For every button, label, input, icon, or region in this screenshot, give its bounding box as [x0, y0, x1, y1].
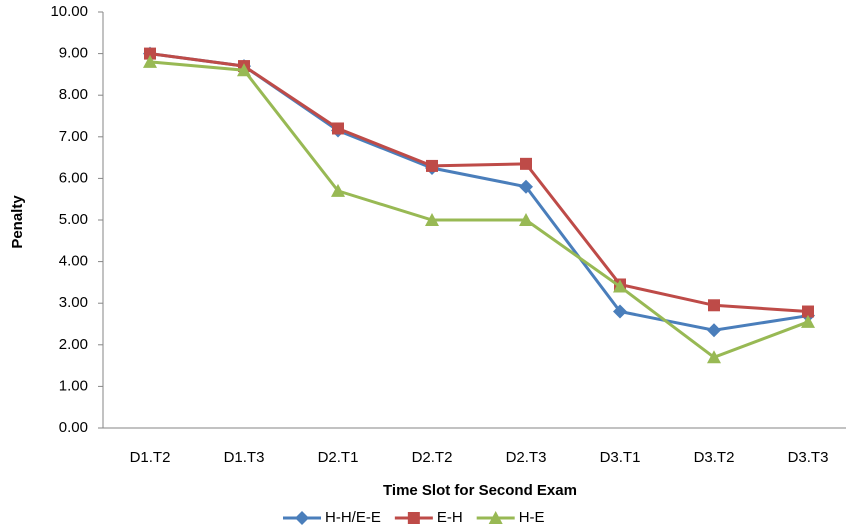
legend-marker [488, 511, 503, 524]
data-point [519, 213, 533, 226]
y-tick-label: 8.00 [59, 86, 88, 103]
x-tick-label: D2.T2 [412, 449, 453, 466]
y-tick-label: 2.00 [59, 336, 88, 353]
data-point [426, 159, 438, 172]
data-point [332, 122, 344, 135]
data-point [801, 314, 815, 328]
legend-marker [295, 511, 309, 525]
data-point [519, 179, 533, 194]
x-tick-label: D1.T3 [224, 449, 265, 466]
y-tick-label: 6.00 [59, 169, 88, 186]
data-point [707, 323, 721, 338]
y-tick-label: 4.00 [59, 253, 88, 270]
series-line [149, 60, 809, 359]
data-point [425, 213, 439, 226]
series-line [149, 52, 809, 332]
data-point [613, 304, 627, 319]
data-point [143, 54, 157, 68]
data-point [708, 299, 720, 312]
data-point [707, 350, 721, 364]
data-point [331, 183, 345, 197]
data-point [144, 47, 156, 60]
y-tick-label: 7.00 [59, 128, 88, 145]
data-point [802, 305, 814, 318]
data-point [520, 157, 532, 170]
y-axis-title: Penalty [9, 195, 26, 249]
x-tick-label: D1.T2 [130, 449, 171, 466]
data-point [237, 63, 251, 77]
legend-label: H-E [519, 509, 545, 526]
x-tick-label: D2.T1 [318, 449, 359, 466]
data-point [613, 279, 627, 293]
series-line [149, 52, 809, 314]
y-tick-label: 1.00 [59, 377, 88, 394]
x-tick-label: D3.T2 [694, 449, 735, 466]
legend-marker [407, 512, 420, 524]
legend-label: H-H/E-E [325, 509, 381, 526]
x-tick-label: D3.T3 [788, 449, 829, 466]
x-tick-label: D2.T3 [506, 449, 547, 466]
x-axis-title: Time Slot for Second Exam [383, 482, 577, 499]
y-tick-label: 10.00 [50, 3, 88, 20]
x-tick-label: D3.T1 [600, 449, 641, 466]
y-tick-label: 9.00 [59, 45, 88, 62]
y-tick-label: 5.00 [59, 211, 88, 228]
y-tick-label: 3.00 [59, 294, 88, 311]
y-tick-label: 0.00 [59, 419, 88, 436]
legend-label: E-H [437, 509, 463, 526]
